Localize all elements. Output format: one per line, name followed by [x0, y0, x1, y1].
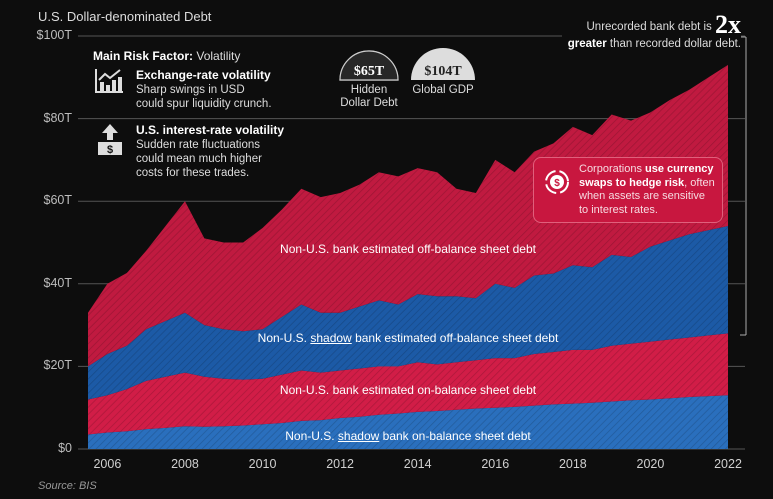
chart-title: U.S. Dollar-denominated Debt [38, 9, 212, 24]
svg-text:$: $ [107, 144, 113, 156]
gdp-value: $104T [424, 64, 462, 79]
y-tick-label: $0 [58, 441, 72, 455]
x-tick-label: 2006 [93, 457, 122, 471]
x-tick-label: 2008 [171, 457, 199, 471]
label-shadow-on: Non-U.S. shadow bank on-balance sheet de… [285, 429, 531, 443]
x-tick-label: 2018 [558, 457, 587, 471]
gdp-badge [411, 48, 475, 80]
label-shadow-off: Non-U.S. shadow bank estimated off-balan… [257, 331, 559, 345]
currency-swap-icon: $ [545, 170, 569, 194]
label-bank-on: Non-U.S. bank estimated on-balance sheet… [279, 383, 537, 397]
x-tick-label: 2012 [326, 457, 355, 471]
area-hatch-3 [88, 64, 728, 367]
currency-swap-callout: $ Corporations use currency swaps to hed… [533, 157, 723, 223]
x-tick-label: 2010 [248, 457, 277, 471]
x-tick-label: 2020 [636, 457, 665, 471]
x-tick-label: 2022 [714, 457, 742, 471]
interest-rate-icon: $ [98, 124, 122, 156]
area-hatch-0 [88, 395, 728, 449]
area-hatch-2 [88, 225, 728, 400]
risk2: U.S. interest-rate volatility Sudden rat… [136, 123, 285, 179]
chart-up-icon [95, 69, 123, 93]
risk1: Exchange-rate volatility Sharp swings in… [136, 68, 272, 110]
badges: $65T $104T [339, 48, 475, 81]
risk-title: Main Risk Factor: Volatility [93, 49, 241, 63]
x-tick-label: 2014 [403, 457, 432, 471]
hidden-label: Hidden Dollar Debt [340, 84, 398, 109]
unrecorded-note: Unrecorded bank debt is 2x greater than … [561, 12, 741, 53]
y-tick-label: $100T [36, 28, 72, 42]
y-tick-label: $80T [43, 110, 73, 125]
hidden-value: $65T [354, 64, 385, 79]
svg-text:$: $ [554, 178, 560, 189]
source: Source: BIS [38, 480, 97, 492]
x-tick-label: 2016 [481, 457, 510, 471]
y-tick-label: $60T [43, 193, 73, 208]
y-tick-label: $40T [43, 275, 73, 290]
label-bank-off: Non-U.S. bank estimated off-balance shee… [280, 242, 536, 256]
y-tick-label: $20T [43, 358, 73, 373]
gdp-label: Global GDP [412, 84, 474, 96]
area-hatch-1 [88, 333, 728, 435]
